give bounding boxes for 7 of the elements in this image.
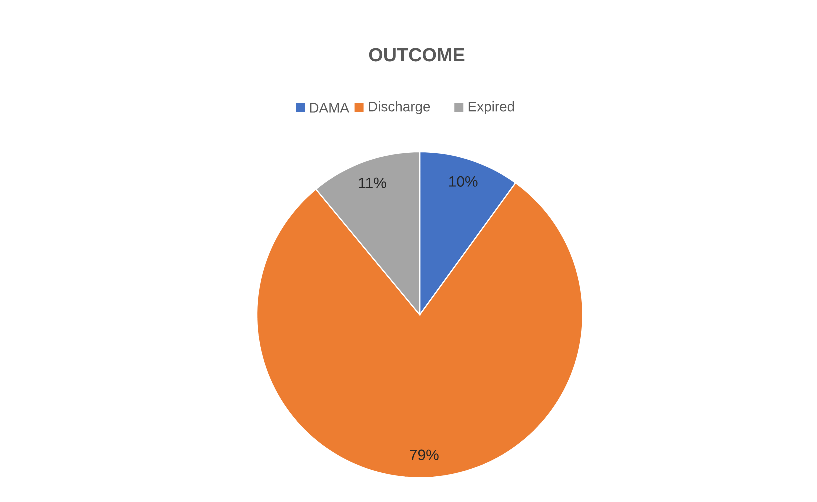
data-label: 11% [359,178,386,188]
chart-title: OUTCOME [369,48,465,62]
data-label: 79% [410,450,439,460]
legend-label: DAMA [310,103,350,113]
legend-label: Discharge [369,101,430,114]
legend-label: Expired [468,101,514,114]
data-label: 10% [450,176,478,187]
